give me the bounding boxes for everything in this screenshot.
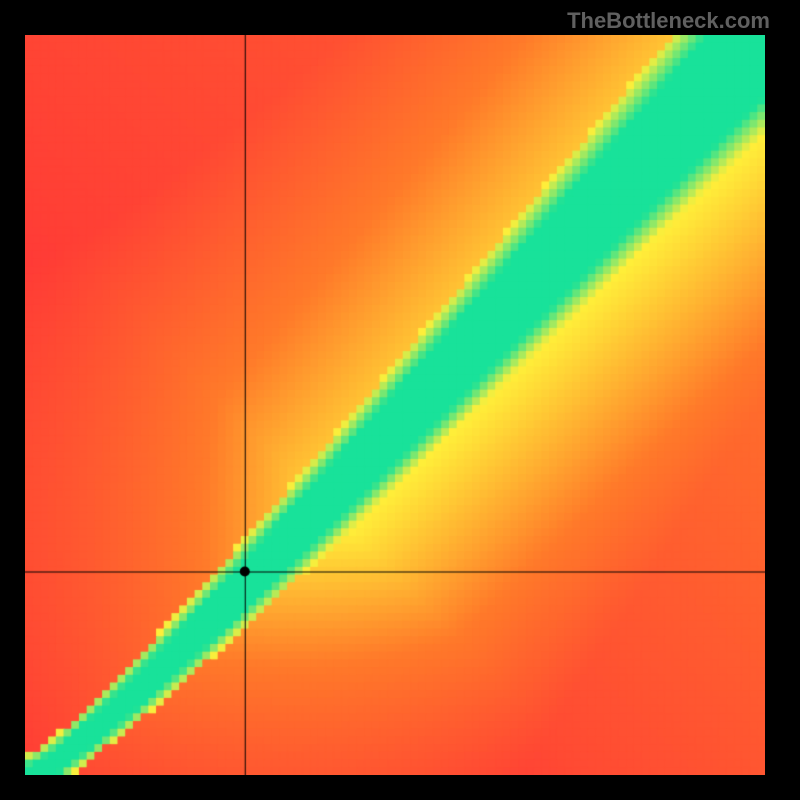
chart-container: TheBottleneck.com [0,0,800,800]
bottleneck-heatmap [25,35,765,775]
watermark-text: TheBottleneck.com [567,8,770,34]
